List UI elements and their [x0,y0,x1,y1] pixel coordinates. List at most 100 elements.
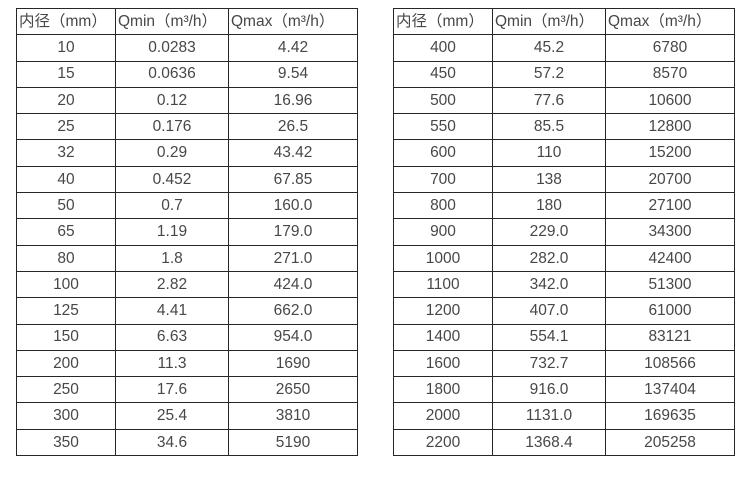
cell: 15200 [605,139,735,167]
cell: 1690 [228,349,358,378]
table-row: 2200 1368.4 205258 [393,428,735,457]
cell: 51300 [605,270,735,299]
cell: 554.1 [492,323,606,351]
cell: 350 [16,428,116,457]
cell: 34300 [605,218,735,246]
cell: 6780 [605,34,735,62]
cell: 17.6 [115,376,229,404]
table-row: 1100 342.0 51300 [393,270,735,299]
cell: 180 [492,192,606,220]
cell: 10 [16,34,116,62]
cell: 1600 [393,349,493,378]
header-inner-diameter: 内径（mm） [393,7,493,36]
cell: 0.7 [115,192,229,220]
cell: 954.0 [228,323,358,351]
cell: 662.0 [228,297,358,325]
table-row: 550 85.5 12800 [393,113,735,141]
header-qmax: Qmax（m³/h） [605,7,735,36]
cell: 0.452 [115,165,229,194]
cell: 1100 [393,270,493,299]
cell: 10600 [605,86,735,115]
cell: 108566 [605,349,735,378]
cell: 1000 [393,244,493,272]
cell: 2200 [393,428,493,457]
cell: 300 [16,402,116,430]
cell: 1200 [393,297,493,325]
cell: 1800 [393,376,493,404]
cell: 0.0636 [115,60,229,88]
header-inner-diameter: 内径（mm） [16,7,116,36]
cell: 200 [16,349,116,378]
cell: 20700 [605,165,735,194]
header-qmax: Qmax（m³/h） [228,7,358,36]
table-row: 500 77.6 10600 [393,86,735,115]
table-body: 10 0.0283 4.42 15 0.0636 9.54 20 0.12 16.96 25 0.1… [16,34,358,457]
cell: 1131.0 [492,402,606,430]
table-row: 300 25.4 3810 [16,402,358,430]
flow-spec-tables: 内径（mm） Qmin（m³/h） Qmax（m³/h） 10 0.0283 4.4… [16,7,735,457]
cell: 160.0 [228,192,358,220]
cell: 32 [16,139,116,167]
cell: 16.96 [228,86,358,115]
cell: 732.7 [492,349,606,378]
cell: 27100 [605,192,735,220]
cell: 1.19 [115,218,229,246]
cell: 12800 [605,113,735,141]
cell: 110 [492,139,606,167]
cell: 550 [393,113,493,141]
cell: 916.0 [492,376,606,404]
cell: 20 [16,86,116,115]
cell: 34.6 [115,428,229,457]
cell: 229.0 [492,218,606,246]
cell: 0.0283 [115,34,229,62]
cell: 1400 [393,323,493,351]
table-row: 32 0.29 43.42 [16,139,358,167]
cell: 137404 [605,376,735,404]
table-row: 600 110 15200 [393,139,735,167]
cell: 205258 [605,428,735,457]
cell: 250 [16,376,116,404]
cell: 5190 [228,428,358,457]
cell: 2000 [393,402,493,430]
cell: 4.41 [115,297,229,325]
cell: 85.5 [492,113,606,141]
cell: 150 [16,323,116,351]
table-row: 40 0.452 67.85 [16,165,358,194]
cell: 11.3 [115,349,229,378]
table-row: 1800 916.0 137404 [393,376,735,404]
table-row: 1000 282.0 42400 [393,244,735,272]
header-row: 内径（mm） Qmin（m³/h） Qmax（m³/h） [16,7,358,36]
table-row: 800 180 27100 [393,192,735,220]
table-row: 400 45.2 6780 [393,34,735,62]
cell: 9.54 [228,60,358,88]
table-row: 2000 1131.0 169635 [393,402,735,430]
table-row: 1200 407.0 61000 [393,297,735,325]
cell: 43.42 [228,139,358,167]
cell: 4.42 [228,34,358,62]
table-row: 150 6.63 954.0 [16,323,358,351]
table-row: 900 229.0 34300 [393,218,735,246]
cell: 2650 [228,376,358,404]
table-row: 1600 732.7 108566 [393,349,735,378]
cell: 42400 [605,244,735,272]
cell: 600 [393,139,493,167]
cell: 407.0 [492,297,606,325]
cell: 0.12 [115,86,229,115]
cell: 282.0 [492,244,606,272]
header-row: 内径（mm） Qmin（m³/h） Qmax（m³/h） [393,7,735,36]
table-row: 250 17.6 2650 [16,376,358,404]
cell: 25 [16,113,116,141]
cell: 67.85 [228,165,358,194]
cell: 179.0 [228,218,358,246]
cell: 271.0 [228,244,358,272]
cell: 138 [492,165,606,194]
cell: 8570 [605,60,735,88]
table-row: 200 11.3 1690 [16,349,358,378]
cell: 40 [16,165,116,194]
table-row: 10 0.0283 4.42 [16,34,358,62]
table-row: 125 4.41 662.0 [16,297,358,325]
cell: 424.0 [228,270,358,299]
cell: 3810 [228,402,358,430]
cell: 45.2 [492,34,606,62]
cell: 0.176 [115,113,229,141]
